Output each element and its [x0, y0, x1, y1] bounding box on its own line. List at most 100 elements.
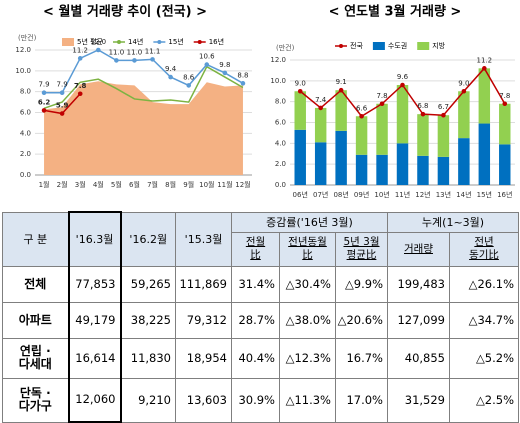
- table-row: 아파트 49,179 38,225 79,312 28.7% △38.0% △20.6% 12…: [2, 301, 520, 339]
- cell-text: 아파트: [18, 312, 52, 327]
- bar: [376, 103, 388, 155]
- x-tick-label: 07년: [313, 190, 328, 199]
- table-cell: 거래량: [387, 231, 450, 267]
- table-cell: 아파트: [2, 301, 69, 339]
- unit-label: (만건): [18, 33, 37, 42]
- x-tick-label: 08년: [333, 190, 348, 199]
- table-cell: △12.3%: [279, 337, 336, 379]
- data-label: 8.6: [183, 73, 195, 81]
- point: [461, 88, 467, 94]
- table-cell: △9.9%: [335, 265, 388, 303]
- x-tick-label: 09년: [354, 190, 369, 199]
- x-tick-label: 11월: [217, 180, 232, 189]
- point: [502, 101, 508, 107]
- data-label: 12.0: [90, 38, 106, 46]
- x-tick-label: 14년: [456, 190, 471, 199]
- data-label: 11.2: [477, 56, 493, 64]
- point: [59, 111, 65, 116]
- table-cell: 누계(1~3월): [386, 211, 520, 233]
- cell-text: 전년동월: [288, 236, 327, 248]
- y-tick-label: 12.0: [270, 56, 286, 64]
- x-tick-label: 10월: [199, 180, 214, 189]
- table-cell: 40,855: [387, 337, 450, 379]
- table-cell: 연립 · 다세대: [2, 337, 69, 379]
- point: [41, 108, 47, 113]
- cell-text: 比: [250, 249, 261, 261]
- table-cell: △26.1%: [448, 265, 520, 303]
- table-cell: 31,529: [387, 377, 450, 423]
- y-tick-label: 0.0: [275, 181, 286, 189]
- bar: [314, 107, 327, 143]
- legend-marker: [339, 44, 343, 48]
- y-tick-label: 2.0: [20, 150, 31, 158]
- data-label: 11.0: [109, 48, 125, 56]
- data-label: 9.0: [295, 79, 306, 87]
- bar: [417, 155, 429, 185]
- data-label: 9.4: [165, 65, 177, 73]
- cell-text: 比: [302, 249, 313, 261]
- table-cell: 9,210: [120, 377, 176, 423]
- table-cell: 31.4%: [231, 265, 280, 303]
- point: [379, 101, 385, 107]
- cell-text: 평균比: [346, 249, 377, 261]
- legend-marker: [372, 42, 385, 50]
- cell-text: 전년: [474, 236, 494, 248]
- cell-text: 전월: [245, 236, 266, 248]
- data-label: 6.8: [417, 102, 428, 110]
- table-cell: 28.7%: [231, 301, 280, 339]
- x-tick-label: 12월: [235, 180, 250, 189]
- table-cell: △30.4%: [279, 265, 336, 303]
- point: [41, 90, 47, 96]
- point: [338, 87, 344, 93]
- table-row: 전체 77,853 59,265 111,869 31.4% △30.4% △9.9% 199…: [2, 265, 520, 303]
- table-cell: △11.3%: [279, 377, 336, 423]
- data-label: 11.0: [127, 48, 143, 56]
- point: [318, 105, 323, 111]
- bar: [314, 142, 327, 185]
- table-cell: 전년 동기比: [448, 231, 520, 267]
- table-cell: 38,225: [120, 301, 176, 339]
- table-cell: 30.9%: [231, 377, 280, 423]
- point: [204, 62, 210, 67]
- y-tick-label: 4.0: [275, 139, 286, 147]
- point: [59, 90, 65, 96]
- line: [44, 49, 244, 94]
- legend-label: 16년: [209, 37, 224, 46]
- table-cell: 17.0%: [335, 377, 388, 423]
- point: [482, 66, 487, 71]
- legend-marker: [62, 38, 74, 46]
- table-cell: 증감률('16년 3월): [231, 211, 388, 233]
- y-tick-label: 8.0: [20, 88, 31, 96]
- data-label: 6.7: [438, 103, 449, 111]
- y-tick-label: 10.0: [270, 77, 286, 85]
- y-tick-label: 0.0: [20, 171, 31, 179]
- data-table: 구 분 '16.3월 '16.2월 '15.3월 증감률('16년 3월) 누계(1~3월…: [2, 211, 520, 423]
- table-row: 단독 · 다가구 12,060 9,210 13,603 30.9% △11.3% 17.0%…: [2, 377, 520, 423]
- unit-label: (만건): [276, 43, 295, 52]
- x-tick-label: 16년: [497, 190, 512, 199]
- table-row: 연립 · 다세대 16,614 11,830 18,954 40.4% △12.3% 16.7…: [2, 337, 520, 379]
- table-cell: △20.6%: [335, 301, 388, 339]
- point: [77, 56, 83, 61]
- data-label: 9.8: [219, 61, 230, 69]
- x-tick-label: 2월: [57, 180, 68, 189]
- legend-label: 전국: [350, 41, 363, 50]
- chart-title: < 연도별 3월 거래량 >: [329, 4, 462, 20]
- table-cell: 단독 · 다가구: [2, 377, 69, 423]
- cell-text: 다가구: [18, 399, 52, 413]
- legend-label: 15년: [168, 37, 183, 46]
- data-label: 5.9: [56, 102, 69, 110]
- data-label: 6.6: [356, 104, 368, 112]
- cell-text: 5년 3월: [343, 236, 380, 248]
- cell-text: 연립 ·: [19, 344, 51, 358]
- bar: [478, 68, 491, 124]
- point: [150, 57, 155, 62]
- point: [132, 58, 137, 63]
- data-label: 9.1: [336, 78, 347, 86]
- data-label: 7.9: [38, 81, 49, 89]
- point: [240, 81, 246, 86]
- bar: [355, 154, 368, 185]
- x-tick-label: 06년: [293, 190, 308, 199]
- y-tick-label: 8.0: [275, 98, 286, 106]
